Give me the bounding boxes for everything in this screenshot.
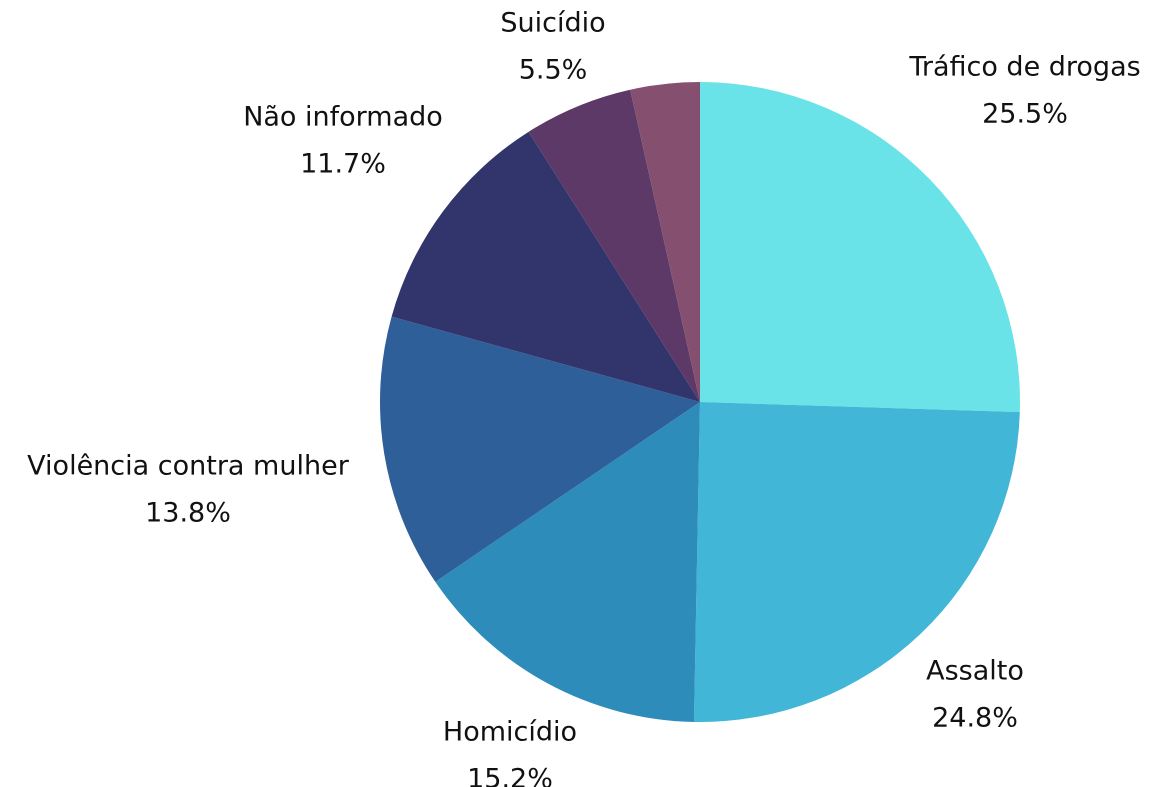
pie-slice bbox=[391, 131, 700, 402]
slice-value-label: 24.8% bbox=[932, 703, 1018, 734]
pie-slice bbox=[435, 402, 700, 722]
slice-value-label: 5.5% bbox=[519, 55, 588, 86]
slice-label: Suicídio bbox=[500, 8, 605, 39]
slice-label: Assalto bbox=[926, 656, 1024, 687]
pie-slice bbox=[380, 316, 700, 582]
slice-label: Não informado bbox=[243, 102, 443, 133]
pie-slice bbox=[700, 82, 1020, 413]
slice-value-label: 25.5% bbox=[982, 99, 1068, 130]
slice-label: Violência contra mulher bbox=[27, 451, 350, 482]
pie-slice bbox=[630, 82, 700, 402]
slice-value-label: 15.2% bbox=[467, 764, 553, 787]
pie-slice bbox=[528, 89, 700, 402]
pie-slice bbox=[693, 402, 1020, 723]
slice-label: Homicídio bbox=[443, 717, 577, 748]
slice-value-label: 11.7% bbox=[300, 149, 386, 180]
slice-label: Tráfico de drogas bbox=[908, 52, 1140, 83]
slice-value-label: 13.8% bbox=[145, 498, 231, 529]
